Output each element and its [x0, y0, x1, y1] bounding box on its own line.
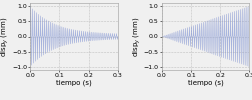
Y-axis label: disp$_y$ (mm): disp$_y$ (mm) — [0, 16, 11, 57]
X-axis label: tiempo (s): tiempo (s) — [188, 80, 224, 86]
X-axis label: tiempo (s): tiempo (s) — [56, 80, 92, 86]
Y-axis label: disp$_y$ (mm): disp$_y$ (mm) — [132, 16, 143, 57]
